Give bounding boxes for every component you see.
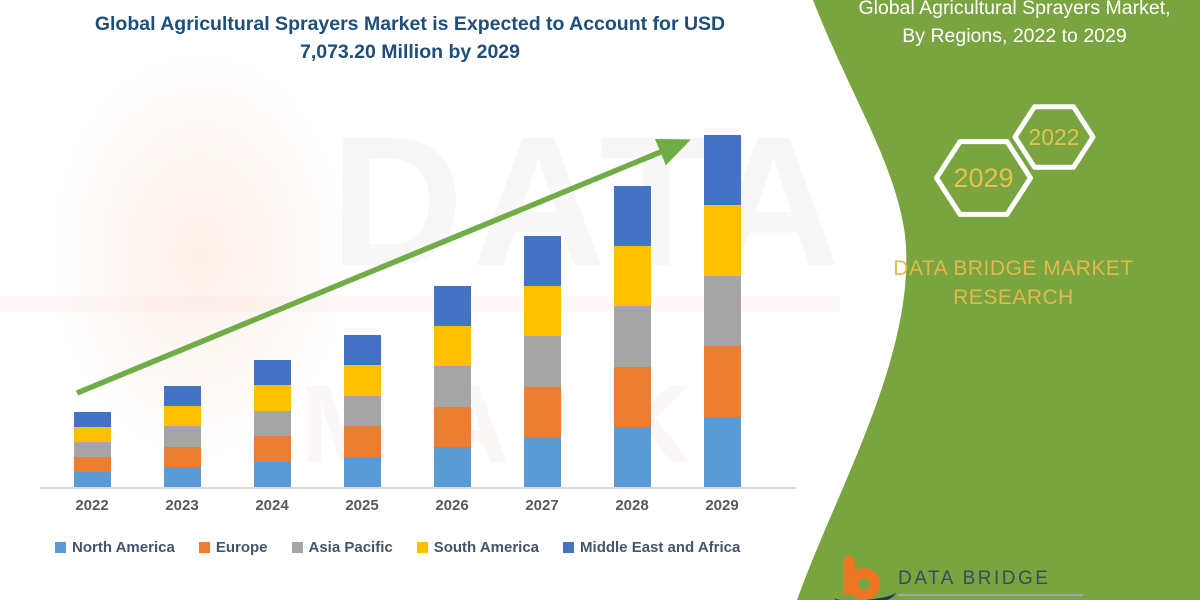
bar-segment-middle-east-and-africa-2023 — [163, 385, 201, 407]
legend-swatch-asia-pacific — [291, 542, 303, 553]
bar-segment-asia-pacific-2029 — [703, 275, 741, 347]
brand-text-line1: DATA BRIDGE MARKET — [893, 257, 1134, 280]
bar-segment-europe-2028 — [613, 366, 651, 427]
bar-segment-north-america-2024 — [253, 461, 291, 487]
bar-segment-south-america-2022 — [73, 427, 111, 443]
x-axis-label-2027: 2027 — [525, 497, 559, 514]
x-axis-label-2024: 2024 — [255, 497, 289, 514]
hexagon-2022-label: 2022 — [1028, 124, 1079, 150]
bar-segment-middle-east-and-africa-2025 — [343, 334, 381, 366]
x-axis-label-2025: 2025 — [345, 497, 379, 514]
chart-legend: North America Europe Asia Pacific South Ame… — [55, 539, 740, 556]
x-axis-label-2022: 2022 — [75, 497, 109, 514]
legend-label-north-america: North America — [72, 539, 175, 556]
x-axis-line — [40, 487, 796, 489]
year-hexagons: 2022 2029 — [934, 104, 1096, 217]
bar-segment-asia-pacific-2022 — [73, 442, 111, 458]
x-axis-label-2023: 2023 — [165, 497, 199, 514]
legend-label-europe: Europe — [215, 539, 268, 556]
x-axis-label-2026: 2026 — [435, 497, 469, 514]
side-panel-title-line1: Global Agricultural Sprayers Market, — [858, 0, 1171, 19]
bar-segment-europe-2022 — [73, 457, 111, 472]
bar-segment-north-america-2025 — [343, 456, 381, 487]
bar-segment-north-america-2022 — [73, 471, 111, 487]
dbmr-b-icon — [833, 556, 897, 600]
side-panel: Global Agricultural Sprayers Market, By … — [740, 0, 1200, 600]
bar-2029 — [703, 135, 741, 487]
bar-segment-middle-east-and-africa-2029 — [703, 135, 741, 206]
bar-segment-asia-pacific-2026 — [433, 366, 471, 407]
legend-swatch-south-america — [416, 542, 428, 553]
legend-label-asia-pacific: Asia Pacific — [308, 539, 393, 556]
bar-segment-europe-2025 — [343, 426, 381, 457]
bar-segment-north-america-2029 — [703, 416, 741, 487]
bar-segment-europe-2026 — [433, 406, 471, 447]
x-axis-label-2028: 2028 — [615, 497, 649, 514]
bar-segment-europe-2023 — [163, 446, 201, 467]
bar-2024 — [253, 360, 291, 487]
dbmr-logo-brand: DATA BRIDGE — [898, 568, 1083, 596]
side-panel-green-shape — [797, 0, 1200, 600]
bar-segment-middle-east-and-africa-2027 — [523, 235, 561, 287]
hexagon-2022 — [1012, 104, 1096, 170]
bar-segment-south-america-2023 — [163, 406, 201, 427]
bar-segment-south-america-2029 — [703, 205, 741, 276]
legend-item-middle-east-and-africa: Middle East and Africa — [563, 539, 740, 556]
legend-item-south-america: South America — [416, 539, 540, 556]
bar-segment-middle-east-and-africa-2024 — [253, 360, 291, 386]
hexagon-2029 — [934, 139, 1033, 217]
bar-segment-asia-pacific-2027 — [523, 336, 561, 387]
bar-segment-asia-pacific-2028 — [613, 306, 651, 367]
bar-segment-north-america-2027 — [523, 436, 561, 487]
bar-2025 — [343, 334, 381, 487]
bar-2026 — [433, 285, 471, 487]
bar-2028 — [613, 185, 651, 487]
chart-title: Global Agricultural Sprayers Market is E… — [94, 13, 726, 63]
bar-segment-middle-east-and-africa-2028 — [613, 185, 651, 247]
legend-swatch-north-america — [55, 542, 66, 553]
bar-segment-middle-east-and-africa-2022 — [73, 412, 111, 428]
dbmr-logo: DATA BRIDGE MARKET RESEARCH — [833, 556, 1083, 600]
legend-label-south-america: South America — [433, 539, 540, 556]
bar-segment-south-america-2026 — [433, 326, 471, 367]
bar-segment-asia-pacific-2024 — [253, 410, 291, 437]
bar-2023 — [163, 385, 201, 487]
bar-segment-north-america-2026 — [433, 446, 471, 487]
side-panel-title: Global Agricultural Sprayers Market, By … — [835, 0, 1194, 50]
legend-item-asia-pacific: Asia Pacific — [291, 539, 393, 556]
side-panel-title-line2: By Regions, 2022 to 2029 — [902, 25, 1127, 47]
bar-segment-south-america-2028 — [613, 246, 651, 307]
hexagon-2029-label: 2029 — [953, 163, 1013, 193]
bar-2027 — [523, 235, 561, 487]
legend-item-europe: Europe — [198, 539, 268, 556]
bar-segment-north-america-2023 — [163, 466, 201, 487]
bar-segment-south-america-2025 — [343, 365, 381, 396]
brand-text: DATA BRIDGE MARKET RESEARCH — [835, 254, 1192, 312]
bar-segment-europe-2029 — [703, 346, 741, 417]
dbmr-logo-sub: MARKET RESEARCH — [898, 598, 1083, 600]
bar-segment-europe-2024 — [253, 436, 291, 462]
bar-segment-europe-2027 — [523, 386, 561, 437]
bar-segment-north-america-2028 — [613, 426, 651, 487]
bar-segment-south-america-2027 — [523, 286, 561, 337]
bar-segment-asia-pacific-2023 — [163, 426, 201, 447]
legend-swatch-europe — [198, 542, 210, 553]
legend-item-north-america: North America — [55, 539, 175, 556]
bar-2022 — [73, 412, 111, 487]
bar-segment-middle-east-and-africa-2026 — [433, 285, 471, 327]
x-axis-label-2029: 2029 — [705, 497, 739, 514]
bar-segment-asia-pacific-2025 — [343, 395, 381, 427]
legend-label-middle-east-and-africa: Middle East and Africa — [580, 539, 741, 556]
legend-swatch-middle-east-and-africa — [563, 542, 575, 553]
brand-text-line2: RESEARCH — [953, 286, 1074, 309]
bar-segment-south-america-2024 — [253, 385, 291, 411]
